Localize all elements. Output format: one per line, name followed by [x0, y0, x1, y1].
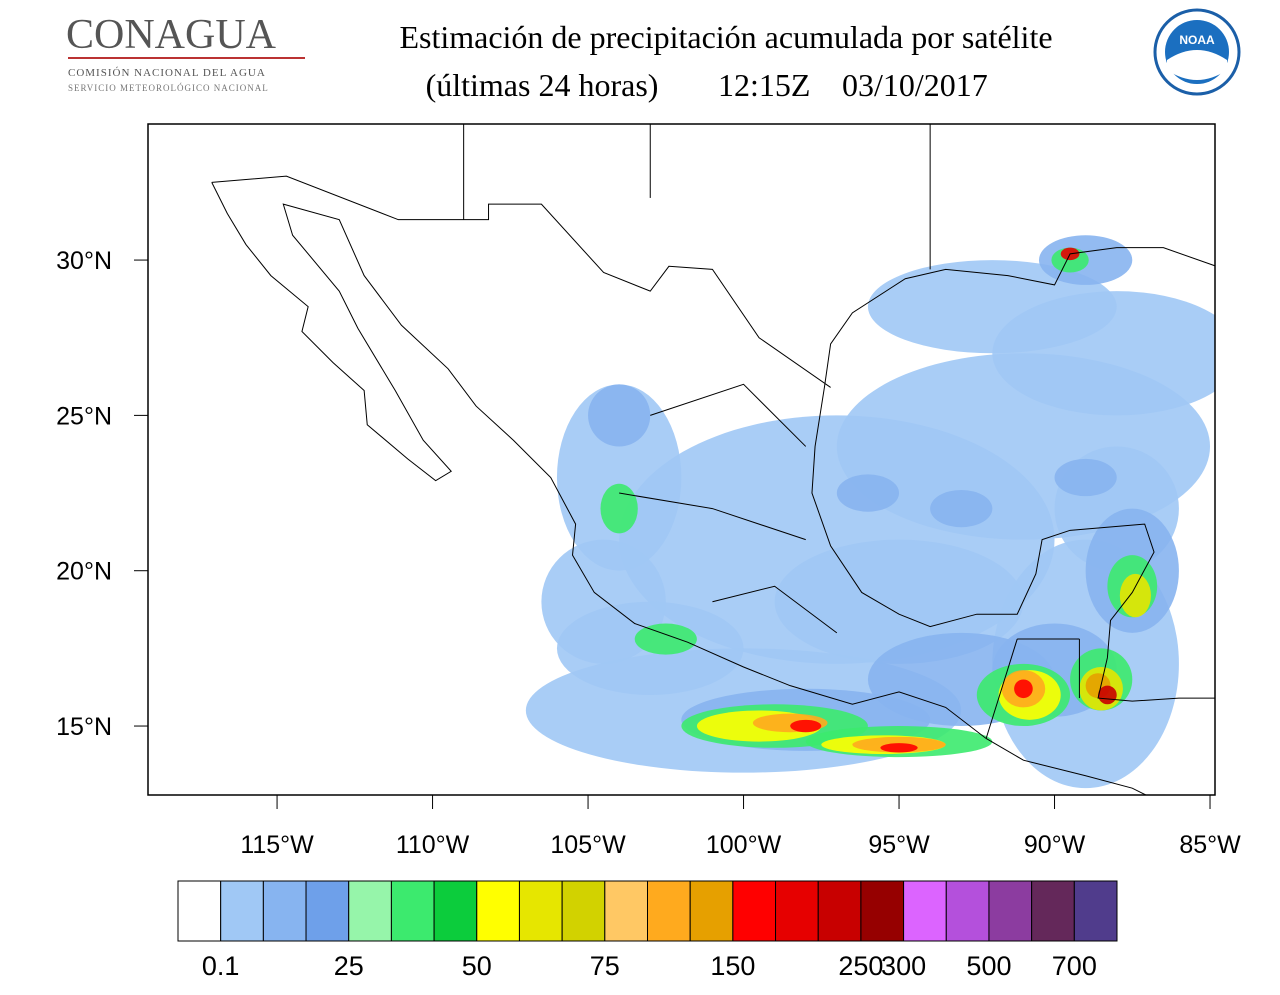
- rain-area: [1014, 679, 1033, 699]
- date: 03/10/2017: [842, 67, 988, 103]
- colorbar-box: [220, 880, 264, 942]
- coastline: [712, 585, 838, 634]
- logo-line: SERVICIO METEOROLÓGICO NACIONAL: [68, 83, 269, 93]
- rain-area: [588, 384, 651, 447]
- logo-line: COMISIÓN NACIONAL DEL AGUA: [68, 67, 266, 79]
- colorbar-box: [262, 880, 307, 942]
- y-tick-label: 30°N: [56, 247, 112, 275]
- coastline: [985, 638, 1018, 739]
- colorbar-box: [476, 880, 520, 942]
- coastline: [211, 175, 831, 388]
- colorbar-box: [945, 880, 990, 942]
- colorbar-box: [177, 880, 222, 942]
- map: [211, 124, 1215, 795]
- noaa-text: NOAA: [1179, 33, 1215, 47]
- colorbar-box: [604, 880, 648, 942]
- y-tick-label: 20°N: [56, 558, 112, 586]
- y-tick-label: 25°N: [56, 402, 112, 430]
- colorbar-box: [689, 880, 734, 942]
- colorbar-box: [1031, 880, 1075, 942]
- x-tick-label: 85°W: [1179, 831, 1241, 859]
- x-tick-label: 115°W: [240, 831, 314, 859]
- rain-area: [600, 483, 638, 534]
- colorbar-label: 500: [966, 951, 1011, 981]
- rain-area: [1054, 458, 1117, 497]
- noaa-bird: [1167, 50, 1227, 80]
- colorbar-box: [433, 880, 478, 942]
- map-frame: [147, 123, 1216, 796]
- x-tick-label: 90°W: [1024, 831, 1086, 859]
- colorbar-box: [817, 880, 862, 942]
- subtitle: (últimas 24 horas): [426, 67, 659, 103]
- colorbar-box: [561, 880, 606, 942]
- rain-area: [556, 384, 682, 571]
- x-tick-label: 105°W: [550, 831, 626, 859]
- colorbar-label: 700: [1052, 951, 1097, 981]
- rain-area: [867, 260, 1117, 354]
- x-tick-label: 110°W: [396, 831, 470, 859]
- rain-area: [836, 474, 900, 512]
- time: 12:15Z: [718, 67, 810, 103]
- colorbar-box: [390, 880, 435, 942]
- colorbar-label: 300: [881, 951, 926, 981]
- rain-area: [1119, 573, 1151, 618]
- rain-area: [880, 743, 918, 753]
- rain-area: [774, 539, 1024, 664]
- title: Estimación de precipitación acumulada po…: [399, 19, 1052, 55]
- coastline: [211, 182, 1148, 795]
- colorbar-box: [732, 880, 777, 942]
- colorbar-box: [305, 880, 350, 942]
- colorbar-box: [348, 880, 392, 942]
- y-tick-label: 15°N: [56, 713, 112, 741]
- colorbar-label: 75: [590, 951, 620, 981]
- x-tick-label: 95°W: [868, 831, 930, 859]
- rain-area: [634, 623, 697, 655]
- coastline: [811, 247, 1215, 702]
- coastline: [619, 492, 806, 541]
- colorbar-label: 250: [838, 951, 883, 981]
- colorbar-box: [1073, 880, 1118, 942]
- colorbar-box: [988, 880, 1033, 942]
- colorbar-box: [518, 880, 563, 942]
- colorbar-label: 50: [462, 951, 492, 981]
- rain-area: [790, 719, 822, 733]
- coastline: [650, 383, 807, 447]
- rain-area: [930, 489, 993, 528]
- colorbar-label: 150: [710, 951, 755, 981]
- logo-title: CONAGUA: [66, 12, 277, 58]
- x-tick-label: 100°W: [706, 831, 782, 859]
- colorbar-box: [647, 880, 691, 942]
- rain-area: [1098, 685, 1117, 705]
- colorbar-label: 25: [334, 951, 364, 981]
- colorbar-box: [903, 880, 947, 942]
- colorbar-box: [860, 880, 905, 942]
- colorbar-label: 0.1: [202, 951, 240, 981]
- colorbar-box: [775, 880, 819, 942]
